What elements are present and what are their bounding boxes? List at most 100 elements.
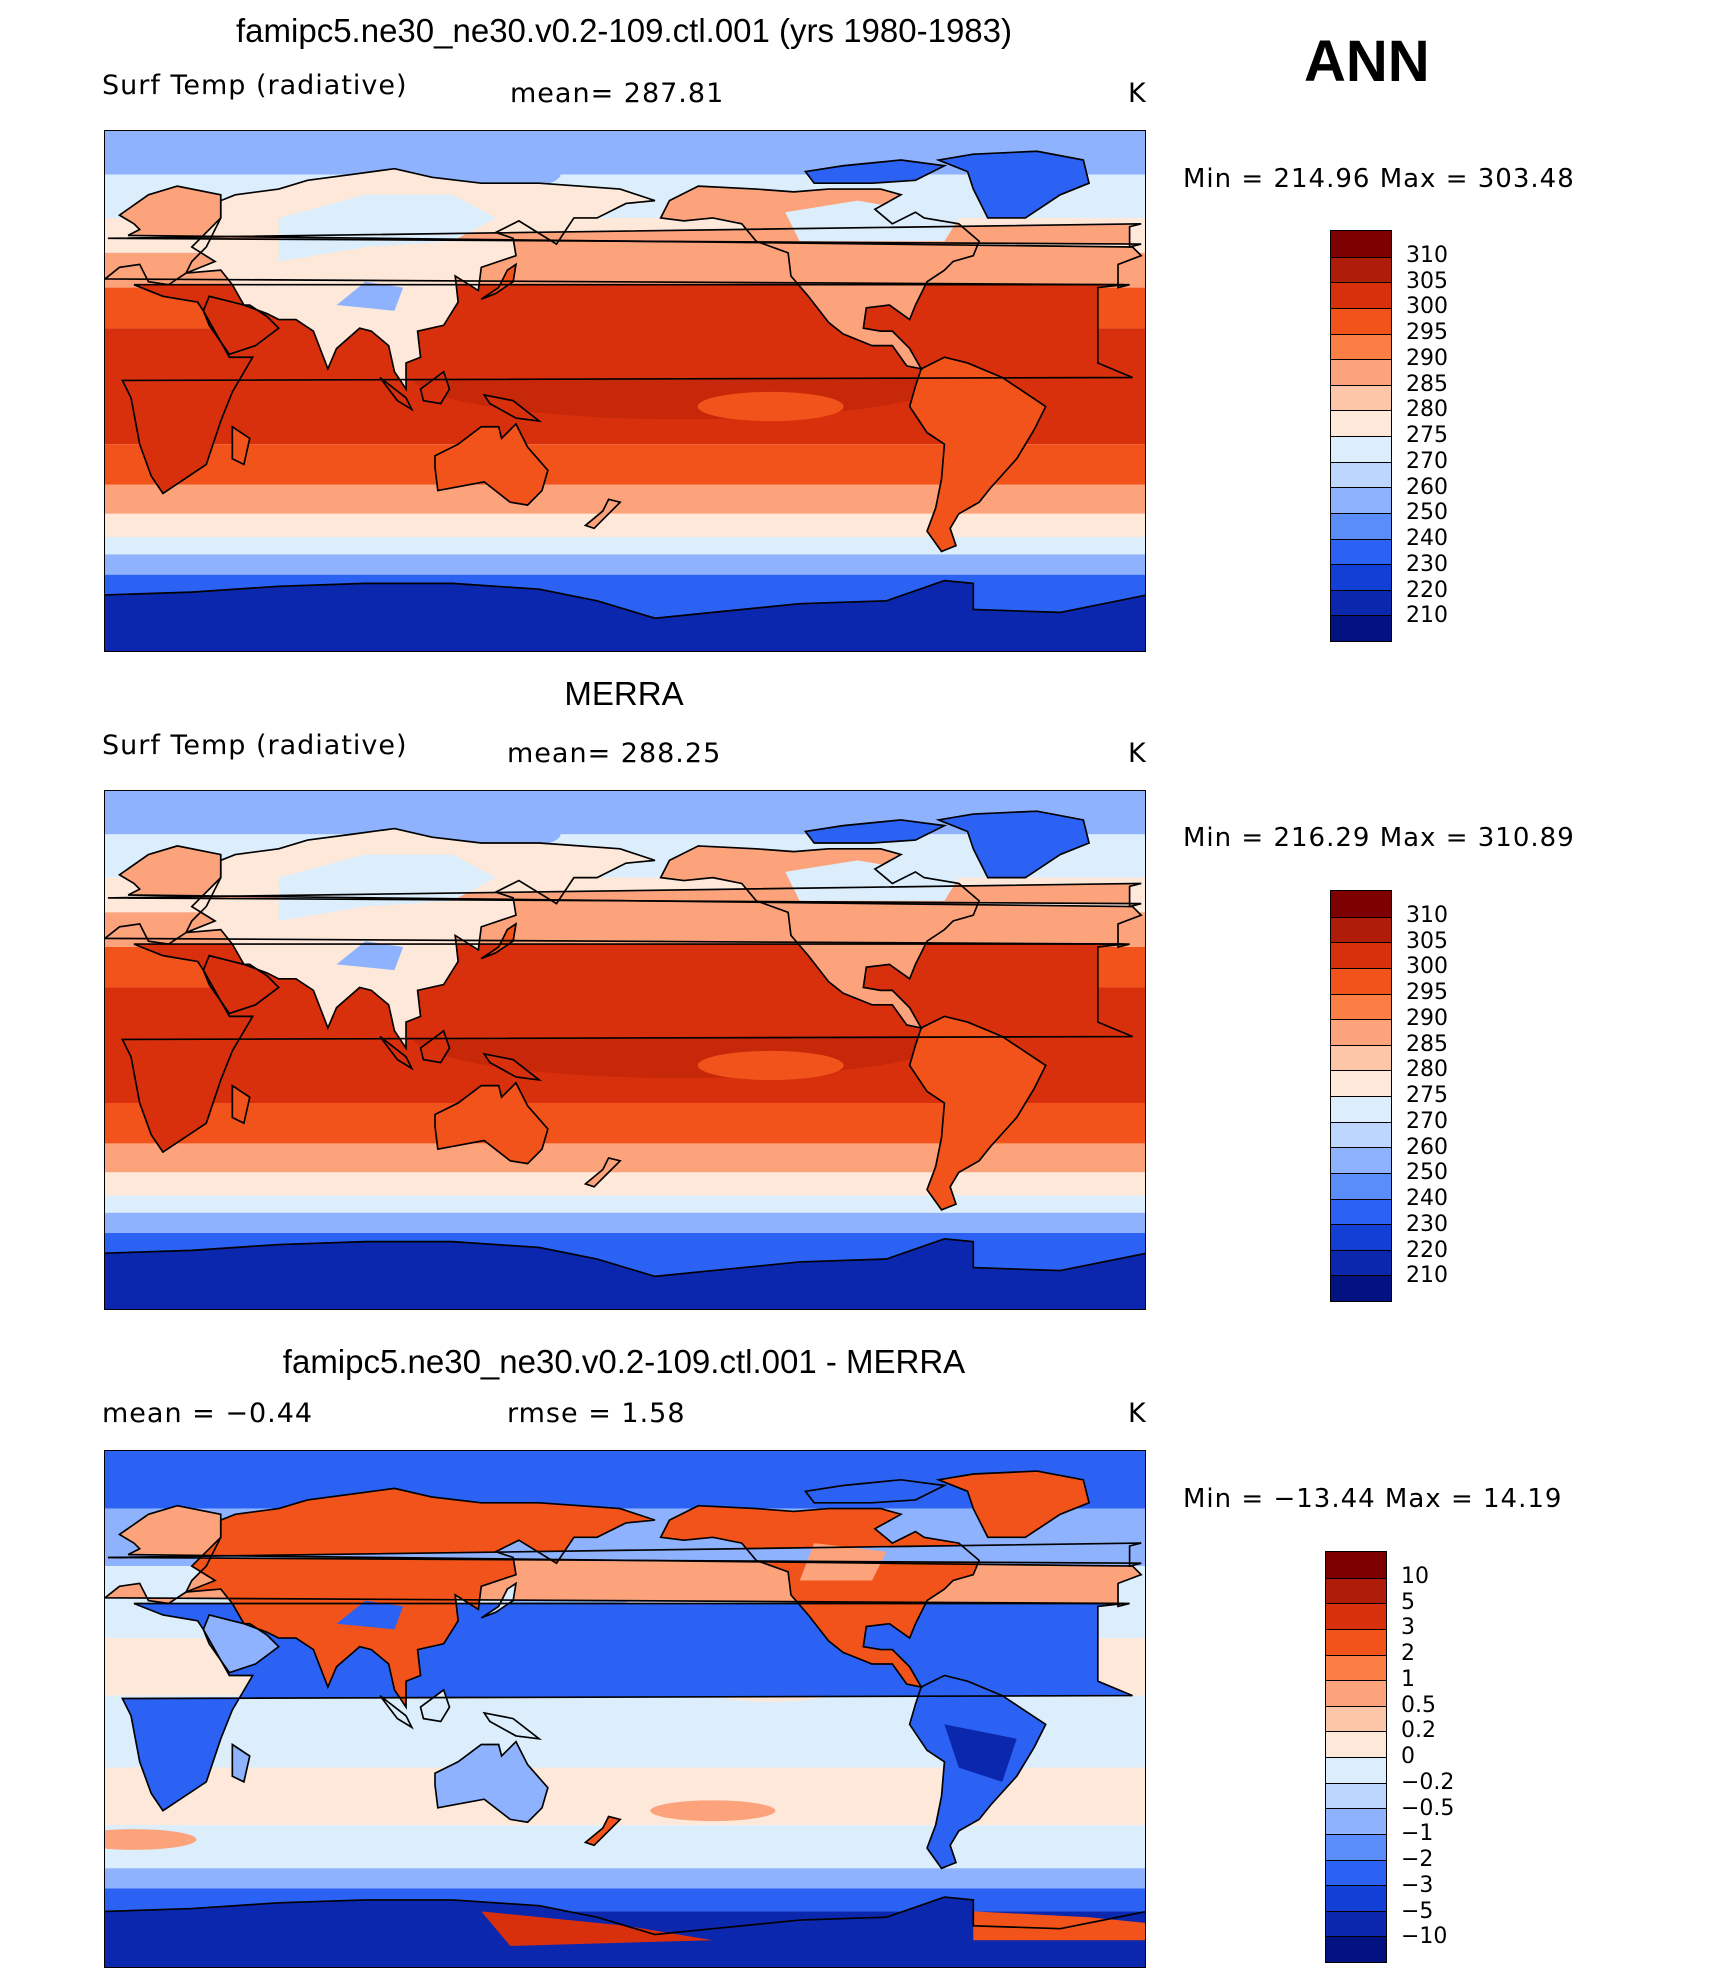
colorbar-swatch: [1331, 1121, 1391, 1148]
colorbar-tick-label: 230: [1406, 551, 1448, 577]
colorbar-swatch: [1326, 1757, 1386, 1783]
colorbar-swatch: [1331, 1147, 1391, 1173]
land-greenland: [938, 811, 1090, 878]
colorbar-tick-label: −2: [1401, 1847, 1434, 1872]
colorbar-tick-label: 250: [1406, 500, 1448, 526]
colorbar-swatch: [1326, 1705, 1386, 1732]
colorbar-tick-label: 280: [1406, 1057, 1448, 1083]
land-japan: [481, 923, 516, 959]
model-colorbar: [1330, 230, 1392, 642]
model-map-field: [105, 131, 1145, 651]
land-canada-cold: [785, 860, 959, 901]
colorbar-swatch: [1331, 1044, 1391, 1071]
land-siberia-cold: [278, 854, 496, 921]
colorbar-swatch: [1331, 487, 1391, 513]
colorbar-tick-label: 220: [1406, 577, 1448, 603]
coastline-indonesia-borneo: [419, 1029, 451, 1064]
field-band: [105, 1825, 1145, 1869]
diff-panel-title: famipc5.ne30_ne30.v0.2-109.ctl.001 - MER…: [282, 1343, 966, 1380]
colorbar-swatch: [1326, 1603, 1386, 1629]
coastline-new-guinea: [482, 393, 543, 423]
coastline-antarctica: [105, 1896, 1145, 1936]
land-newzealand: [585, 1816, 621, 1846]
colorbar-tick-label: 310: [1406, 902, 1448, 928]
diff-colorbar: [1325, 1551, 1387, 1963]
coastline-arctic-islands: [803, 1478, 948, 1504]
coastline-africa: [121, 283, 1133, 495]
land-antarctica: [105, 580, 1145, 651]
difference-map-field: [105, 1451, 1145, 1967]
coastline-greenland: [935, 1470, 1091, 1539]
colorbar-swatch: [1331, 333, 1391, 360]
colorbar-swatch: [1331, 1096, 1391, 1122]
colorbar-swatch: [1331, 359, 1391, 385]
colorbar-swatch: [1331, 512, 1391, 539]
diff-mean-label: mean = −0.44: [102, 1398, 314, 1429]
coastline-antarctica: [105, 579, 1145, 620]
field-band: [105, 1212, 1145, 1233]
colorbar-swatch: [1331, 1249, 1391, 1276]
colorbar-swatch: [1331, 1224, 1391, 1250]
land-sumatra: [379, 1036, 412, 1069]
colorbar-tick-label: 210: [1406, 603, 1448, 629]
colorbar-swatch: [1326, 1936, 1386, 1962]
colorbar-tick-label: 0.2: [1401, 1718, 1436, 1744]
colorbar-tick-label: 260: [1406, 1134, 1448, 1160]
colorbar-tick-label: 0: [1401, 1744, 1415, 1769]
field-band: [105, 1172, 1145, 1196]
coastline-newzealand: [583, 1156, 622, 1188]
colorbar-tick-label: 295: [1406, 980, 1448, 1005]
colorbar-swatch: [1331, 615, 1391, 641]
coastline-namerica: [659, 185, 981, 371]
colorbar-tick-label: 300: [1406, 954, 1448, 980]
colorbar-swatch: [1331, 1070, 1391, 1096]
colorbar-swatch: [1326, 1885, 1386, 1911]
coastline-new-guinea: [482, 1711, 543, 1740]
colorbar-tick-label: 270: [1406, 448, 1448, 474]
coastline-newzealand: [583, 498, 622, 530]
coastline-japan: [480, 922, 518, 960]
land-sumatra: [379, 377, 412, 410]
colorbar-swatch: [1331, 1275, 1391, 1301]
land-tibet-diff: [336, 1600, 404, 1630]
colorbar-tick-label: 0.5: [1401, 1692, 1436, 1718]
obs-map-field: [105, 791, 1145, 1309]
colorbar-swatch: [1331, 993, 1391, 1020]
colorbar-tick-label: 10: [1401, 1563, 1429, 1589]
coastline-arabia: [202, 295, 280, 356]
land-arabia: [203, 296, 279, 355]
antarctic-warm-patch: [973, 1911, 1145, 1941]
coastline-arabia: [202, 1614, 280, 1674]
colorbar-tick-label: 5: [1401, 1589, 1415, 1615]
colorbar-tick-label: 1: [1401, 1666, 1415, 1692]
colorbar-tick-label: 210: [1406, 1263, 1448, 1289]
land-asia: [186, 1488, 655, 1708]
colorbar-tick-label: 230: [1406, 1211, 1448, 1237]
diff-units-label: K: [1128, 1398, 1147, 1429]
colorbar-swatch: [1331, 1198, 1391, 1225]
diff-warm-blob: [650, 1800, 776, 1822]
colorbar-tick-label: 290: [1406, 345, 1448, 371]
coastline-samerica: [908, 356, 1047, 553]
land-new-guinea: [484, 1712, 540, 1739]
season-label: ANN: [1304, 29, 1430, 94]
diff-warm-blob: [105, 1829, 197, 1850]
colorbar-swatch: [1331, 410, 1391, 436]
land-australia: [435, 1082, 548, 1164]
colorbar-tick-label: 275: [1406, 1083, 1448, 1108]
field-band: [105, 1868, 1145, 1889]
obs-variable-label: Surf Temp (radiative): [102, 730, 408, 761]
coastline-sumatra: [379, 376, 414, 412]
colorbar-tick-label: 275: [1406, 423, 1448, 448]
coastline-greenland: [935, 810, 1091, 879]
colorbar-swatch: [1326, 1680, 1386, 1706]
coastline-australia: [434, 1081, 549, 1165]
coastline-madagascar: [231, 1084, 251, 1125]
colorbar-swatch: [1331, 564, 1391, 590]
colorbar-tick-label: 285: [1406, 1031, 1448, 1057]
land-arctic-islands: [805, 160, 945, 184]
colorbar-tick-label: 290: [1406, 1005, 1448, 1031]
colorbar-tick-label: 260: [1406, 474, 1448, 500]
land-new-guinea: [484, 394, 540, 422]
map-field-group: [105, 1451, 1145, 1967]
